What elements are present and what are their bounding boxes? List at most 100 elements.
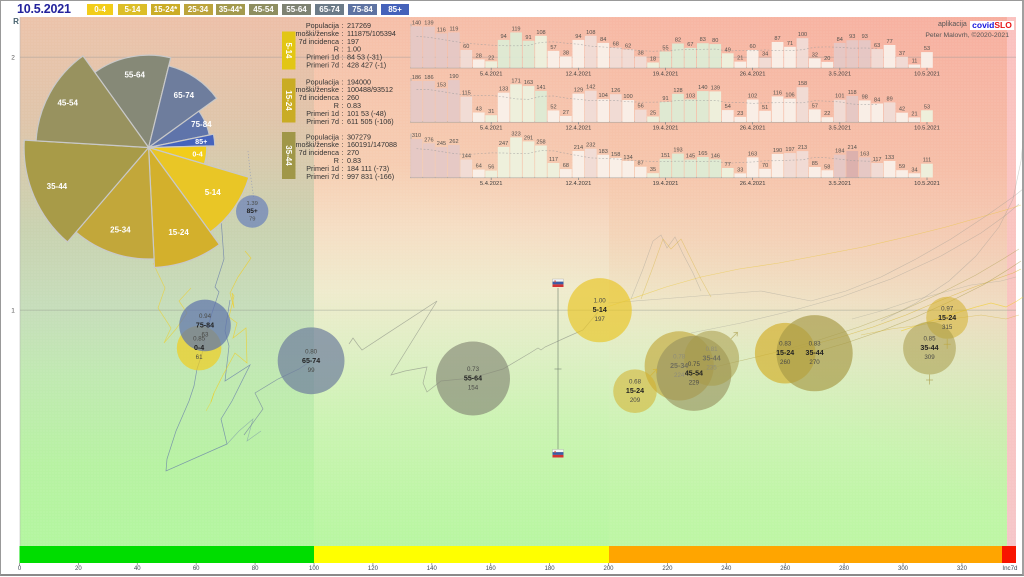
svg-text:26.4.2021: 26.4.2021 <box>740 71 766 77</box>
svg-text:63: 63 <box>202 331 209 338</box>
svg-text:63: 63 <box>874 43 880 49</box>
svg-text:197: 197 <box>785 147 794 153</box>
svg-text::: : <box>342 148 344 157</box>
svg-text::: : <box>342 77 344 86</box>
svg-text:144: 144 <box>462 154 471 160</box>
svg-text:217269: 217269 <box>347 21 371 30</box>
svg-text:45-54: 45-54 <box>57 98 78 107</box>
svg-text:19.4.2021: 19.4.2021 <box>653 181 679 187</box>
svg-text:5-14: 5-14 <box>284 42 293 59</box>
svg-text:85: 85 <box>812 161 818 167</box>
svg-text:193: 193 <box>673 148 682 154</box>
svg-text:140: 140 <box>698 85 707 91</box>
svg-text:91: 91 <box>525 35 531 41</box>
svg-text:43: 43 <box>476 107 482 113</box>
svg-text:0.81: 0.81 <box>706 346 719 353</box>
svg-text:87: 87 <box>637 161 643 167</box>
svg-text:84 53 (-31): 84 53 (-31) <box>347 53 382 62</box>
svg-text:1.00: 1.00 <box>594 298 607 305</box>
svg-text:Primeri 7d: Primeri 7d <box>306 117 339 126</box>
svg-text:151: 151 <box>661 153 670 159</box>
svg-text:133: 133 <box>885 155 894 161</box>
svg-text:35-44: 35-44 <box>806 349 824 357</box>
svg-text:101 53 (-48): 101 53 (-48) <box>347 109 386 118</box>
svg-text:Primeri 1d: Primeri 1d <box>306 109 339 118</box>
svg-text:209: 209 <box>630 397 641 404</box>
svg-text:140: 140 <box>427 566 438 572</box>
svg-text:Primeri 1d: Primeri 1d <box>306 164 339 173</box>
svg-text:315: 315 <box>942 324 953 331</box>
svg-text:153: 153 <box>437 82 446 88</box>
svg-text:26.4.2021: 26.4.2021 <box>740 181 766 187</box>
svg-text:200: 200 <box>603 566 614 572</box>
svg-text::: : <box>342 61 344 70</box>
svg-text:258: 258 <box>536 140 545 146</box>
svg-text:94: 94 <box>575 34 581 40</box>
svg-text:0.83: 0.83 <box>347 101 361 110</box>
svg-text:85+: 85+ <box>195 137 207 146</box>
svg-text:3.5.2021: 3.5.2021 <box>829 181 852 187</box>
svg-text:53: 53 <box>924 46 930 52</box>
svg-text:51: 51 <box>762 105 768 111</box>
svg-text:80: 80 <box>712 38 718 44</box>
svg-text:22: 22 <box>824 111 830 117</box>
svg-text:68: 68 <box>563 163 569 169</box>
svg-text:276: 276 <box>424 137 433 143</box>
svg-text:3.5.2021: 3.5.2021 <box>829 126 852 132</box>
svg-text:R: R <box>334 101 339 110</box>
svg-text:45-54: 45-54 <box>685 369 703 377</box>
svg-text:158: 158 <box>798 81 807 87</box>
svg-text:moški/ženske: moški/ženske <box>295 140 339 149</box>
svg-text::: : <box>342 101 344 110</box>
svg-text:moški/ženske: moški/ženske <box>295 29 339 38</box>
svg-text:1.00: 1.00 <box>347 45 361 54</box>
svg-text:34: 34 <box>911 167 917 173</box>
svg-text:35-44: 35-44 <box>47 182 68 191</box>
svg-text:213: 213 <box>798 145 807 151</box>
svg-text:0-4: 0-4 <box>194 344 204 352</box>
svg-text:0.75: 0.75 <box>688 361 701 368</box>
svg-text:85+: 85+ <box>247 208 258 215</box>
svg-text::: : <box>342 53 344 62</box>
svg-text:0.94: 0.94 <box>199 313 212 320</box>
svg-text:31: 31 <box>488 109 494 115</box>
svg-text:10.5.2021: 10.5.2021 <box>914 71 940 77</box>
svg-text:1: 1 <box>11 308 15 315</box>
svg-text:134: 134 <box>623 155 632 161</box>
svg-text:108: 108 <box>586 30 595 36</box>
svg-text:142: 142 <box>586 85 595 91</box>
svg-text:35-44: 35-44 <box>284 145 293 166</box>
svg-text:35: 35 <box>650 167 656 173</box>
svg-text:59: 59 <box>899 164 905 170</box>
svg-text:37: 37 <box>899 51 905 57</box>
svg-text:83: 83 <box>700 37 706 43</box>
svg-text:190: 190 <box>449 74 458 80</box>
svg-text:0: 0 <box>18 566 22 572</box>
svg-text:165: 165 <box>698 151 707 157</box>
svg-text:118: 118 <box>848 90 857 96</box>
svg-text:84: 84 <box>874 98 880 104</box>
svg-text:91: 91 <box>662 96 668 102</box>
svg-text:108: 108 <box>536 30 545 36</box>
svg-text:220: 220 <box>662 566 673 572</box>
svg-text:R: R <box>13 17 19 26</box>
svg-text:10.5.2021: 10.5.2021 <box>914 181 940 187</box>
svg-text:20: 20 <box>824 56 830 62</box>
svg-text:84: 84 <box>837 37 843 43</box>
svg-text:232: 232 <box>586 143 595 149</box>
svg-text:145: 145 <box>686 154 695 160</box>
svg-text:93: 93 <box>862 34 868 40</box>
svg-text:214: 214 <box>574 145 583 151</box>
svg-text:56: 56 <box>488 165 494 171</box>
svg-text:98: 98 <box>862 94 868 100</box>
svg-text:101: 101 <box>835 94 844 100</box>
svg-text:309: 309 <box>924 354 935 361</box>
svg-text:38: 38 <box>563 51 569 57</box>
svg-text:Primeri 7d: Primeri 7d <box>306 172 339 181</box>
svg-text:49: 49 <box>725 47 731 53</box>
svg-text::: : <box>342 132 344 141</box>
svg-text:80: 80 <box>252 566 259 572</box>
svg-text:moški/ženske: moški/ženske <box>295 85 339 94</box>
svg-text:19.4.2021: 19.4.2021 <box>653 71 679 77</box>
svg-text:75-84: 75-84 <box>196 321 214 329</box>
